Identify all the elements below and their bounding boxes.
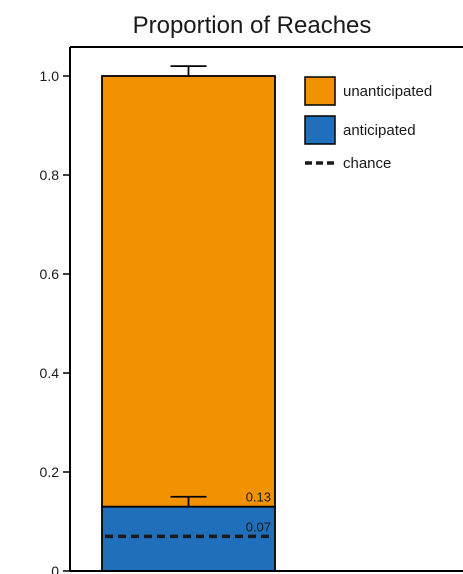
y-tick-label: 0: [51, 563, 59, 574]
data-label: 0.07: [246, 519, 271, 534]
legend-swatch-anticipated: [304, 115, 336, 145]
bars-group: [101, 75, 276, 572]
legend-label-unanticipated: unanticipated: [343, 83, 432, 100]
data-label: 0.13: [246, 490, 271, 505]
legend-label-chance: chance: [343, 155, 391, 172]
legend-swatch-unanticipated: [304, 76, 336, 106]
data-labels-group: 0.13 0.07: [246, 490, 271, 535]
errorbar-group: [170, 65, 207, 507]
legend-label-anticipated: anticipated: [343, 122, 416, 139]
y-tick-label: 0.8: [40, 167, 60, 183]
y-tick-label: 0.4: [40, 365, 60, 381]
bar-anticipated: [101, 505, 276, 572]
y-tick-label: 0.2: [40, 464, 60, 480]
chart-title: Proportion of Reaches: [133, 12, 372, 39]
y-tick-label: 0.6: [40, 266, 60, 282]
bar-unanticipated: [101, 75, 276, 508]
legend: unanticipated anticipated chance: [304, 76, 432, 172]
y-ticks-group: 0 0.2 0.4 0.6 0.8 1.0: [40, 68, 70, 574]
y-tick-label: 1.0: [40, 68, 60, 84]
